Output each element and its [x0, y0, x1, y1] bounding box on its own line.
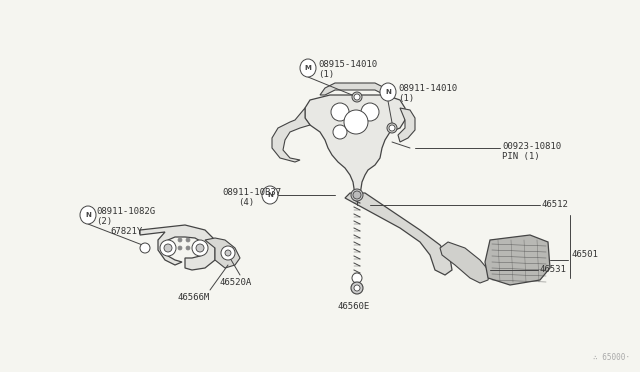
Text: (2): (2) — [96, 217, 112, 226]
Circle shape — [344, 110, 368, 134]
Text: 46520A: 46520A — [220, 278, 252, 287]
Polygon shape — [320, 83, 390, 95]
Ellipse shape — [380, 83, 396, 101]
Circle shape — [186, 246, 190, 250]
Text: 08911-10B37: 08911-10B37 — [222, 188, 281, 197]
Ellipse shape — [300, 59, 316, 77]
Text: ∴ 65000·: ∴ 65000· — [593, 353, 630, 362]
Text: 08911-14010: 08911-14010 — [398, 84, 457, 93]
Circle shape — [178, 246, 182, 250]
Circle shape — [389, 125, 395, 131]
Text: 08911-1082G: 08911-1082G — [96, 207, 155, 216]
Polygon shape — [345, 193, 452, 275]
Text: (1): (1) — [318, 70, 334, 79]
Circle shape — [164, 244, 172, 252]
Polygon shape — [272, 108, 310, 162]
Circle shape — [353, 191, 361, 199]
Text: 46512: 46512 — [542, 200, 569, 209]
Polygon shape — [398, 108, 415, 142]
Polygon shape — [440, 242, 490, 283]
Circle shape — [333, 125, 347, 139]
Circle shape — [354, 285, 360, 291]
Text: 46566M: 46566M — [178, 293, 211, 302]
Polygon shape — [140, 225, 215, 270]
Text: 46501: 46501 — [572, 250, 599, 259]
Circle shape — [354, 94, 360, 100]
Polygon shape — [305, 95, 405, 195]
Circle shape — [160, 240, 176, 256]
Circle shape — [140, 243, 150, 253]
Text: M: M — [305, 65, 312, 71]
Circle shape — [221, 246, 235, 260]
Circle shape — [186, 238, 190, 242]
Text: 00923-10810: 00923-10810 — [502, 142, 561, 151]
Circle shape — [352, 92, 362, 102]
Text: (1): (1) — [398, 94, 414, 103]
Polygon shape — [485, 235, 550, 285]
Circle shape — [361, 103, 379, 121]
Ellipse shape — [80, 206, 96, 224]
Ellipse shape — [262, 186, 278, 204]
Text: N: N — [267, 192, 273, 198]
Polygon shape — [205, 238, 240, 268]
Text: N: N — [85, 212, 91, 218]
Circle shape — [351, 189, 363, 201]
Circle shape — [331, 103, 349, 121]
Text: (4): (4) — [238, 198, 254, 207]
Text: 67821Y: 67821Y — [110, 227, 142, 236]
Text: 08915-14010: 08915-14010 — [318, 60, 377, 69]
Text: N: N — [385, 89, 391, 95]
Circle shape — [192, 240, 208, 256]
Circle shape — [178, 238, 182, 242]
Text: 46531: 46531 — [540, 265, 567, 274]
Text: PIN (1): PIN (1) — [502, 152, 540, 161]
Text: 46560E: 46560E — [338, 302, 371, 311]
Circle shape — [196, 244, 204, 252]
Circle shape — [351, 282, 363, 294]
Circle shape — [387, 123, 397, 133]
Circle shape — [225, 250, 231, 256]
Circle shape — [352, 273, 362, 283]
